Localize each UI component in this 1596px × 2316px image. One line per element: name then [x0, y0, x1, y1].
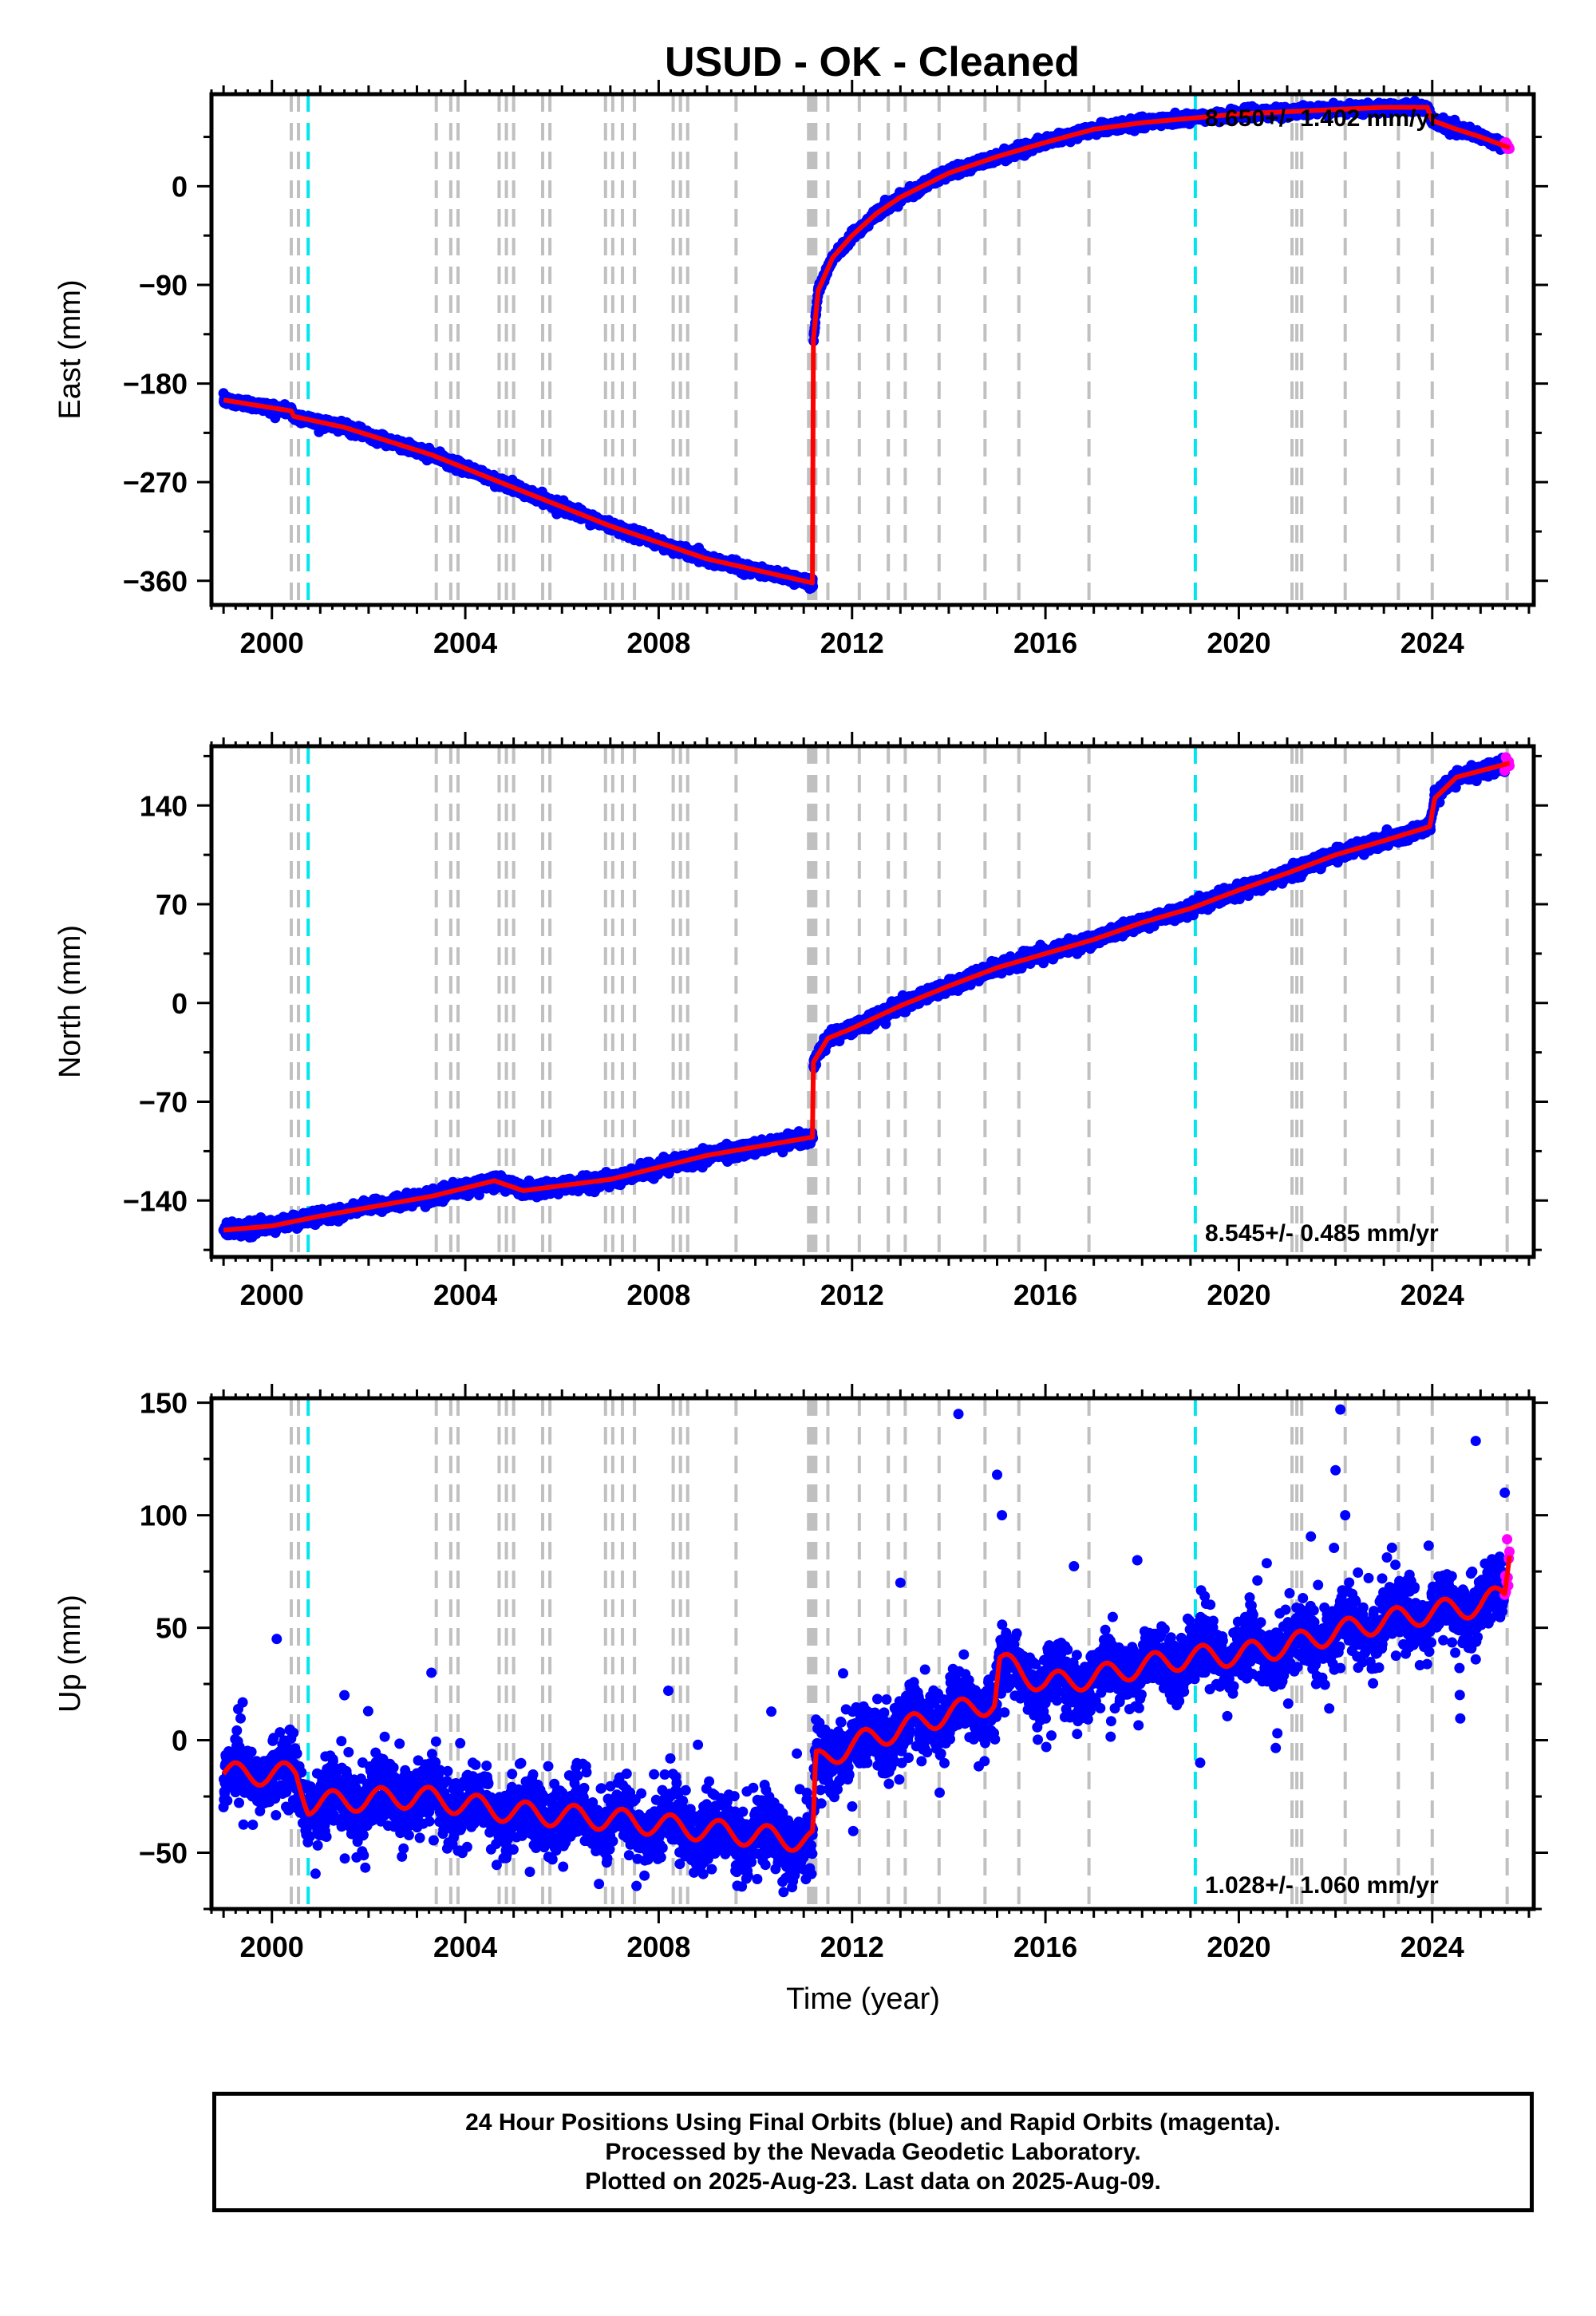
east-model-curve [222, 105, 1511, 586]
east-final-points [218, 96, 1511, 595]
chart-title: USUD - OK - Cleaned [665, 39, 1080, 85]
east-frame [209, 92, 1536, 607]
east-panel: 2000 2004 2008 2012 2016 2020 20240−90−180−270… [53, 80, 1548, 659]
east-plot-area [218, 94, 1515, 605]
